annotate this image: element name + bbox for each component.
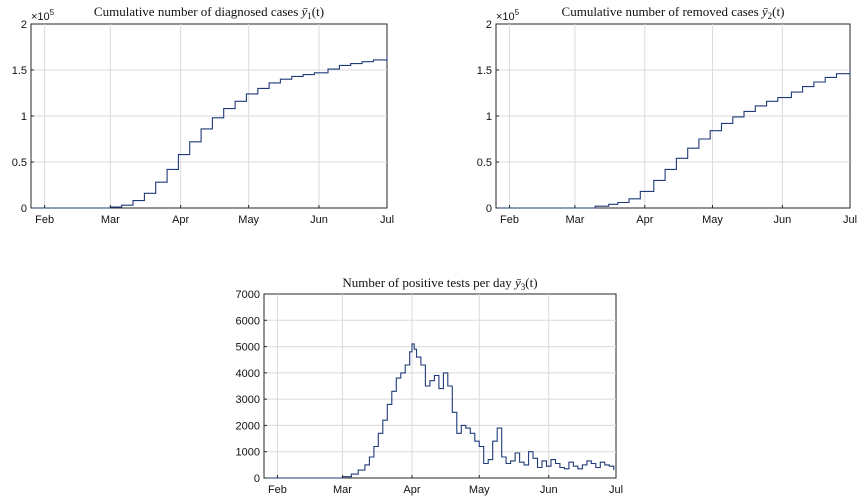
y-tick-label: 4000 xyxy=(236,368,260,380)
x-tick-label: Jun xyxy=(773,214,791,226)
x-tick-label: Feb xyxy=(500,214,519,226)
y-tick-label: 6000 xyxy=(236,315,260,327)
series-layer xyxy=(496,70,851,209)
y-tick-label: 1 xyxy=(486,111,492,123)
x-tick-label: Feb xyxy=(35,214,54,226)
x-tick-label: Jul xyxy=(609,484,623,496)
tick-labels: Feb Mar Apr May Jun Jul 0 0.5 1 1.5 2 xyxy=(477,19,857,226)
y-tick-label: 1 xyxy=(21,111,27,123)
x-tick-label: May xyxy=(469,484,490,496)
y-tick-label: 5000 xyxy=(236,342,260,354)
x-tick-label: May xyxy=(702,214,723,226)
chart-title: Number of positive tests per day ȳ3(t) xyxy=(342,275,537,292)
series-layer xyxy=(31,56,388,209)
tick-labels: Feb Mar Apr May Jun Jul 0 1000 2000 3000 4000 5000 6… xyxy=(236,289,624,496)
y-tick-label: 2 xyxy=(21,19,27,31)
x-tick-label: Jul xyxy=(843,214,857,226)
y-tick-label: 0 xyxy=(254,473,260,485)
grid-lines xyxy=(264,294,616,478)
y-tick-label: 0 xyxy=(21,203,27,215)
x-tick-label: Jul xyxy=(380,214,394,226)
plot-area xyxy=(263,293,617,479)
grid-lines xyxy=(31,24,387,208)
removed-cases-chart: Feb Mar Apr May Jun Jul 0 0.5 1 1.5 2 Cumulative n… xyxy=(477,4,857,226)
x-tick-label: Apr xyxy=(172,214,189,226)
y-tick-label: 0.5 xyxy=(477,157,492,169)
x-tick-label: Feb xyxy=(268,484,287,496)
y-tick-label: 1.5 xyxy=(477,65,492,77)
y-tick-label: 7000 xyxy=(236,289,260,301)
exponent-label: ×105 xyxy=(496,8,520,23)
y-tick-label: 0 xyxy=(486,203,492,215)
grid-lines xyxy=(496,24,850,208)
x-tick-label: Mar xyxy=(333,484,352,496)
chart-title: Cumulative number of removed cases ȳ2(t) xyxy=(562,4,785,21)
x-tick-label: Mar xyxy=(565,214,584,226)
exponent-label: ×105 xyxy=(31,8,55,23)
y-tick-label: 2 xyxy=(486,19,492,31)
y-tick-label: 1000 xyxy=(236,447,260,459)
x-tick-label: Apr xyxy=(403,484,420,496)
x-tick-label: Apr xyxy=(636,214,653,226)
chart-title: Cumulative number of diagnosed cases ȳ1(… xyxy=(94,4,324,21)
x-tick-label: May xyxy=(238,214,259,226)
y-tick-label: 1.5 xyxy=(12,65,27,77)
tick-labels: Feb Mar Apr May Jun Jul 0 0.5 1 1.5 2 xyxy=(12,19,394,226)
series-line xyxy=(31,56,388,209)
y-tick-label: 3000 xyxy=(236,394,260,406)
x-tick-label: Jun xyxy=(310,214,328,226)
positive-tests-chart: Feb Mar Apr May Jun Jul 0 1000 2000 3000 4000 5000 6… xyxy=(236,275,624,496)
series-layer xyxy=(264,343,615,479)
series-line xyxy=(496,70,851,209)
diagnosed-cases-chart: Feb Mar Apr May Jun Jul 0 0.5 1 1.5 2 Cumulative n… xyxy=(12,4,394,226)
y-tick-label: 2000 xyxy=(236,420,260,432)
x-tick-label: Mar xyxy=(101,214,120,226)
series-line xyxy=(264,343,615,479)
x-tick-label: Jun xyxy=(540,484,558,496)
y-tick-label: 0.5 xyxy=(12,157,27,169)
